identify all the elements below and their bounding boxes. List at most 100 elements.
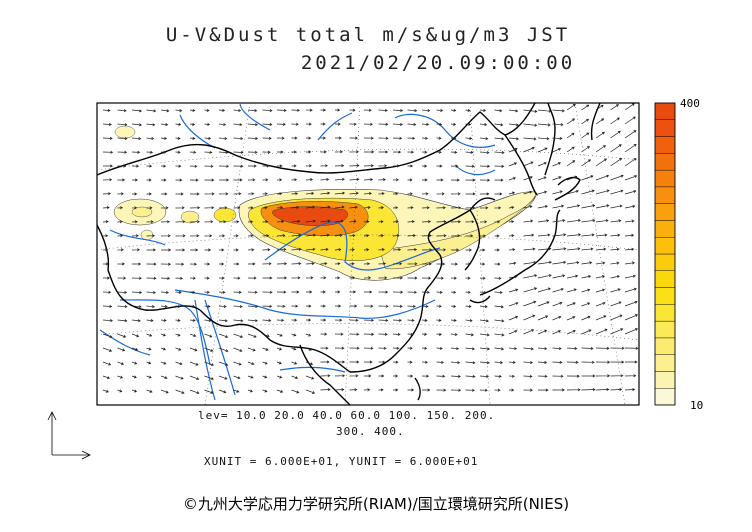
wind-arrow [421, 178, 428, 182]
wind-arrow [102, 319, 113, 323]
wind-arrow [610, 346, 625, 350]
wind-arrow [291, 219, 301, 223]
wind-arrow [494, 361, 504, 365]
wind-arrow [378, 136, 389, 140]
wind-arrow [349, 248, 355, 252]
wind-arrow [407, 164, 414, 168]
wind-arrow [102, 375, 111, 380]
wind-arrow [175, 389, 185, 394]
wind-arrow [219, 178, 230, 182]
wind-arrow [392, 276, 403, 280]
wind-arrow [465, 347, 475, 351]
wind-arrow [334, 374, 346, 378]
wind-arrow [378, 122, 389, 126]
wind-arrow [392, 178, 399, 182]
wind-arrow [204, 136, 212, 140]
wind-arrow [421, 192, 429, 196]
wind-arrow [146, 347, 152, 351]
wind-arrow [581, 146, 591, 153]
wind-arrow [291, 205, 300, 209]
wind-arrow [450, 178, 460, 182]
coast-china-east [349, 197, 496, 373]
wind-arrow [131, 347, 139, 351]
wind-arrow [537, 374, 548, 378]
river-ganges [99, 329, 151, 356]
wind-arrow [262, 220, 269, 224]
wind-arrow [566, 189, 579, 195]
wind-arrow [566, 118, 576, 125]
wind-arrow [204, 361, 215, 367]
wind-arrow [479, 333, 490, 337]
wind-arrow [131, 234, 139, 238]
wind-arrow [494, 388, 501, 392]
wind-arrow [320, 108, 326, 112]
colorbar-swatch [654, 253, 676, 271]
wind-arrow [102, 248, 109, 252]
wind-arrow [436, 192, 445, 196]
wind-arrow [320, 360, 330, 364]
wind-arrow [523, 123, 538, 127]
wind-arrow [465, 290, 471, 294]
wind-arrow [349, 304, 358, 308]
wind-arrow [102, 136, 113, 140]
wind-arrow [610, 247, 620, 251]
wind-arrow [334, 290, 341, 294]
wind-arrow [465, 220, 475, 224]
wind-arrow [363, 177, 374, 182]
wind-arrow [552, 123, 564, 127]
colorbar-swatch [654, 220, 676, 238]
wind-arrow [204, 178, 215, 182]
wind-arrow [392, 346, 400, 350]
wind-arrow [334, 276, 341, 280]
wind-arrow [189, 389, 200, 395]
wind-arrow [537, 190, 548, 195]
wind-arrow [479, 137, 489, 141]
wind-arrow [552, 329, 562, 335]
wind-arrow [552, 233, 567, 237]
wind-arrow [436, 122, 443, 126]
wind-arrow [595, 204, 610, 209]
border-north [97, 103, 536, 176]
wind-arrow [450, 164, 459, 168]
wind-arrow [320, 332, 328, 336]
wind-arrow [218, 206, 228, 210]
coast-vietnam [299, 344, 351, 405]
wind-arrow [262, 164, 270, 168]
wind-arrow [581, 346, 594, 351]
wind-arrow [102, 122, 112, 127]
wind-arrow [146, 375, 152, 379]
wind-arrow [247, 178, 256, 182]
wind-arrow [523, 176, 533, 181]
wind-arrow [334, 108, 341, 112]
wind-arrow [421, 136, 429, 140]
wind-arrow [378, 346, 387, 350]
wind-arrow [595, 360, 611, 364]
wind-arrow [363, 318, 375, 322]
wind-arrow [189, 290, 196, 294]
wind-arrow [175, 304, 181, 308]
wind-arrow [233, 178, 243, 182]
wind-arrow [262, 304, 273, 308]
wind-arrow [276, 276, 288, 280]
wind-arrow [595, 301, 606, 307]
wind-arrow [334, 332, 344, 336]
wind-arrow [233, 262, 240, 266]
wind-arrow [218, 123, 227, 127]
river-yangtze [174, 289, 436, 319]
wind-arrow [537, 260, 552, 265]
wind-arrow [363, 374, 372, 378]
wind-arrow [610, 219, 622, 223]
wind-arrow [624, 387, 636, 392]
wind-arrow [305, 262, 315, 266]
wind-arrow [465, 206, 476, 210]
wind-arrow [218, 375, 228, 380]
wind-arrow [146, 234, 155, 238]
wind-arrow [421, 206, 430, 210]
wind-arrow [131, 192, 138, 196]
colorbar-min-label: 10 [690, 399, 704, 412]
wind-arrow [421, 374, 430, 378]
wind-arrow [204, 319, 212, 323]
wind-arrow [131, 164, 140, 168]
wind-arrow [624, 300, 638, 307]
wind-arrow [247, 220, 254, 224]
